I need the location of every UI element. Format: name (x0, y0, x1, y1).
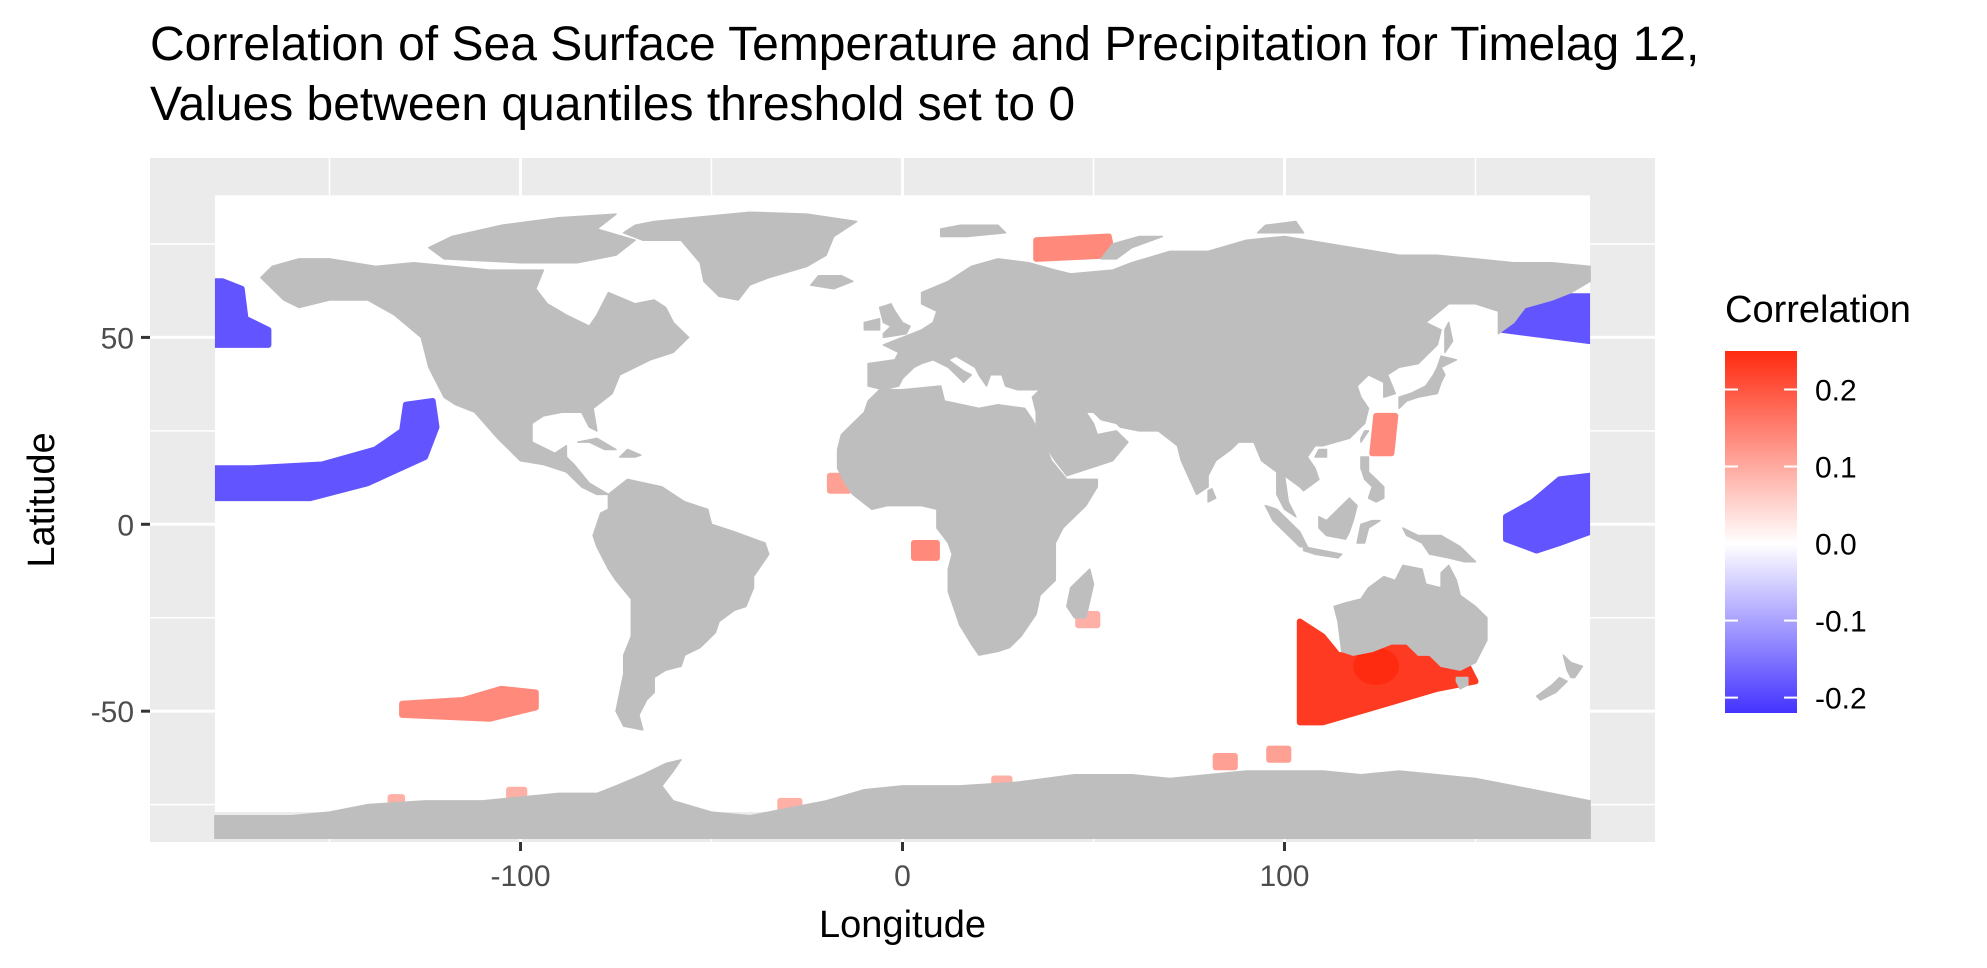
land-mass (1444, 321, 1454, 354)
y-tick-label: 50 (101, 322, 134, 355)
legend-tick-label: -0.2 (1815, 683, 1867, 716)
land-mass (867, 235, 1591, 518)
land-mass (577, 437, 617, 451)
color-legend: Correlation 0.2 0.1 0.0 -0.1 -0.2 (1725, 289, 1911, 716)
y-tick-label: -50 (91, 696, 134, 729)
legend-colorbar (1725, 351, 1797, 713)
legend-tick-label: -0.1 (1815, 606, 1867, 639)
chart-title-line-2: Values between quantiles threshold set t… (150, 78, 1075, 131)
land-mass (1256, 220, 1305, 234)
land-mass (1207, 488, 1217, 503)
land-mass (810, 274, 854, 290)
correlation-region (1212, 753, 1238, 771)
legend-title: Correlation (1725, 289, 1911, 331)
land-mass (1535, 676, 1568, 701)
x-tick-label: 100 (1259, 860, 1309, 893)
correlation-region (911, 540, 940, 561)
correlation-region (1369, 412, 1399, 457)
y-axis: -50 0 50 (91, 322, 150, 729)
legend-tick-label: 0.2 (1815, 375, 1857, 408)
land-mass (863, 317, 881, 331)
x-axis-title: Longitude (819, 904, 986, 946)
land-mass (878, 303, 911, 339)
correlation-region (1033, 233, 1116, 262)
y-axis-title: Latitude (21, 432, 63, 567)
legend-tick-label: 0.0 (1815, 529, 1857, 562)
land-mass (1069, 366, 1144, 387)
land-mass (1066, 568, 1095, 619)
land-mass (428, 213, 636, 264)
correlation-region (1266, 745, 1292, 763)
correlation-region (214, 278, 272, 348)
land-mass (214, 759, 1591, 840)
land-mass (619, 448, 642, 458)
legend-tick-label: 0.1 (1815, 452, 1857, 485)
land-mass (1356, 519, 1381, 544)
land-mass (1333, 564, 1488, 671)
land-mass (1402, 527, 1477, 563)
land-mass (1100, 235, 1163, 260)
x-tick-label: -100 (490, 860, 550, 893)
land-mass (1360, 456, 1385, 503)
land-mass (1314, 448, 1328, 458)
land-mass (260, 258, 690, 496)
land-mass (622, 211, 858, 301)
land-mass (939, 224, 1007, 238)
land-mass (592, 478, 770, 731)
correlation-peak (1353, 647, 1400, 686)
land-mass (1455, 676, 1469, 690)
legend-ticks: 0.2 0.1 0.0 -0.1 -0.2 (1725, 375, 1867, 716)
land-mass (1318, 497, 1358, 540)
correlation-region (1503, 472, 1591, 554)
land-mass (1302, 545, 1343, 559)
y-tick-label: 0 (117, 509, 134, 542)
land-layer (214, 211, 1591, 840)
land-mass (1562, 654, 1584, 679)
chart-title-line-1: Correlation of Sea Surface Temperature a… (150, 18, 1699, 71)
correlation-region (399, 685, 539, 722)
correlation-region (214, 398, 440, 502)
land-mass (1398, 355, 1458, 410)
x-tick-label: 0 (894, 860, 911, 893)
x-axis: -100 0 100 (490, 842, 1310, 893)
land-mass (1360, 430, 1370, 443)
land-mass (836, 385, 1099, 656)
